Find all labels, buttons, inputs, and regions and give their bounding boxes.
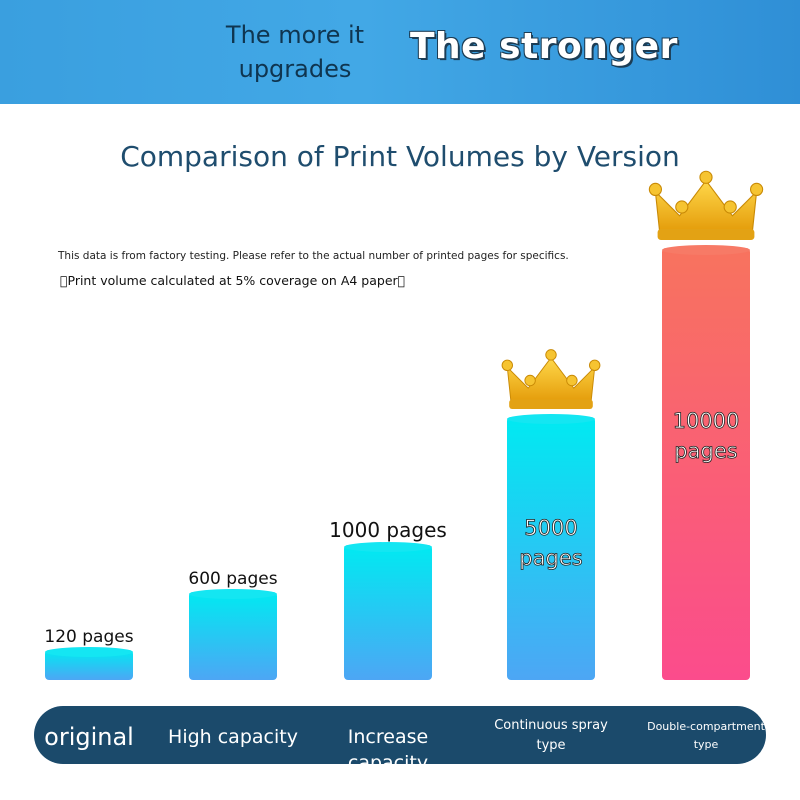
header-left-text: The more it upgrades	[225, 21, 365, 83]
category-label-1: original	[44, 723, 134, 751]
print-volume-note:  Print volume calculated at 5% coverage …	[60, 273, 406, 288]
category-label-5: Double-compartment type	[647, 720, 765, 751]
bar-top-2	[189, 589, 277, 599]
crown-icon	[648, 170, 764, 240]
data-label-1: 120 pages	[44, 627, 133, 647]
bar-top-3	[344, 542, 432, 552]
crown-icon	[501, 349, 601, 409]
data-label-2: 600 pages	[188, 569, 277, 589]
header-right-text: The stronger	[410, 26, 678, 67]
data-label-3: 1000 pages	[329, 518, 447, 542]
chart-title: Comparison of Print Volumes by Version	[120, 140, 680, 173]
category-axis-bar	[34, 706, 766, 764]
data-label-4-part-1: 5000	[524, 516, 577, 540]
bar-3	[344, 545, 432, 680]
bar-top-4	[507, 414, 595, 424]
data-label-5-part-2: pages	[674, 439, 737, 463]
bar-1	[45, 650, 133, 680]
data-label-4-part-2: pages	[519, 546, 582, 570]
bar-top-1	[45, 647, 133, 657]
bar-2	[189, 592, 277, 680]
header-banner: The more it upgrades The stronger	[0, 0, 800, 104]
bar-4	[507, 417, 595, 680]
bar-5	[662, 248, 750, 680]
factory-testing-note: This data is from factory testing. Pleas…	[58, 250, 569, 262]
category-label-4: Continuous spray type	[494, 718, 608, 753]
bar-top-5	[662, 245, 750, 255]
category-label-3: Increase capacity	[347, 726, 429, 774]
category-label-2: High capacity	[168, 726, 298, 748]
data-label-5-part-1: 10000	[673, 409, 740, 433]
